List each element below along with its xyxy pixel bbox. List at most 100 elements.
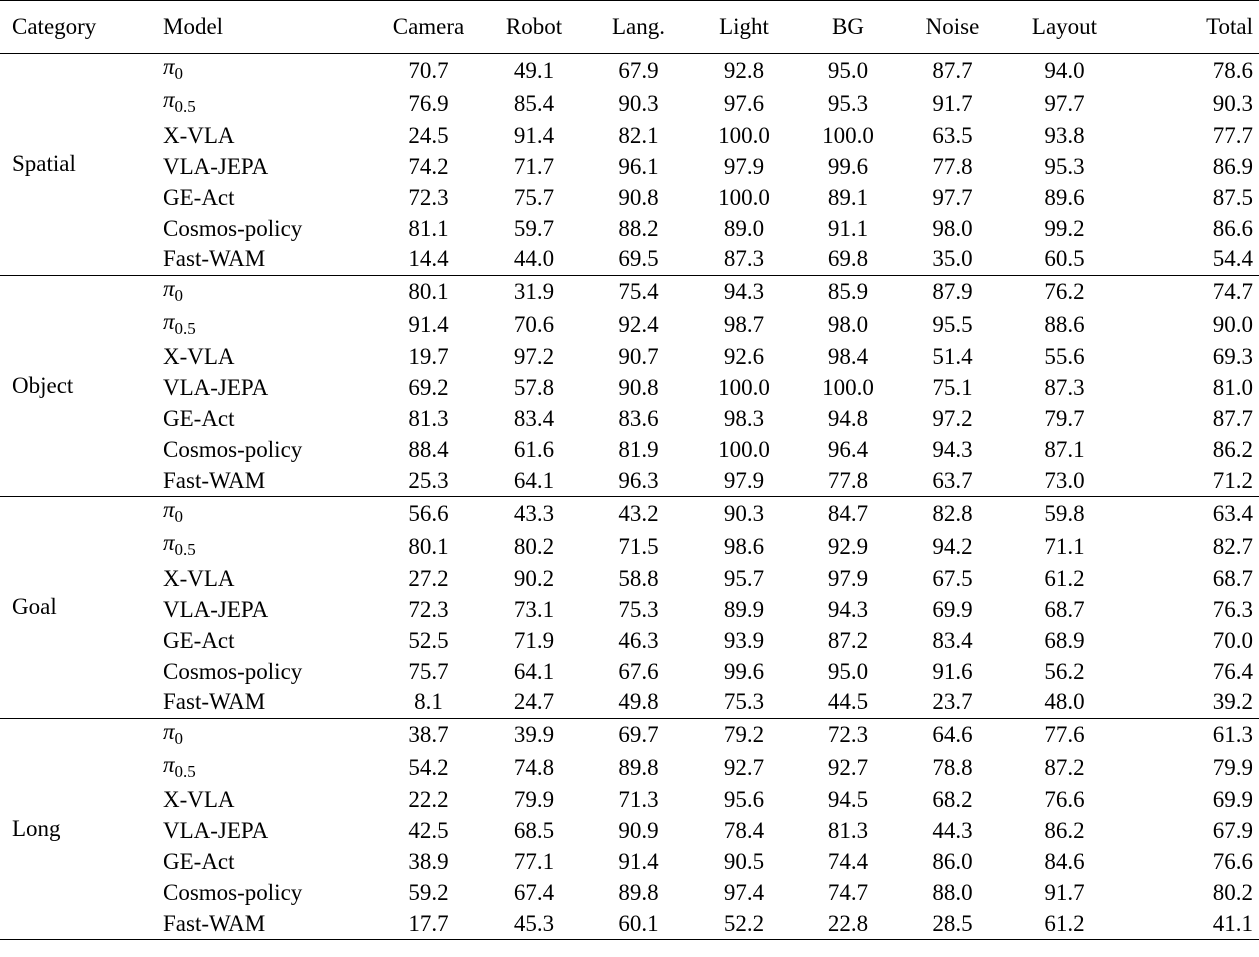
category-cell: Long: [0, 718, 163, 940]
value-cell: 75.3: [618, 596, 659, 622]
value-cell: 76.6: [1044, 787, 1085, 812]
total-cell: 81.0: [1212, 375, 1253, 400]
value-cell: 95.3: [827, 90, 869, 116]
total-cell: 90.0: [1212, 312, 1253, 337]
value-cell: 75.3: [723, 689, 765, 715]
value-cell: 49.8: [618, 689, 659, 715]
value-cell: 75.7: [513, 184, 555, 210]
table-row: Cosmos-policy 59.2 67.4 89.8 97.4 74.7 88.0 91.…: [0, 878, 1259, 909]
value-cell: 43.2: [618, 500, 659, 526]
value-cell: 97.9: [827, 565, 869, 591]
value-cell: 88.2: [618, 215, 659, 241]
value-cell: 82.8: [932, 500, 973, 526]
model-cell: π0.5: [163, 752, 375, 785]
value-cell: 79.9: [513, 787, 555, 812]
value-cell: 90.9: [618, 818, 659, 843]
total-cell: 90.3: [1212, 90, 1253, 116]
value-cell: 92.7: [827, 755, 869, 780]
model-cell: Fast-WAM: [163, 910, 266, 936]
value-cell: 73.0: [1044, 467, 1085, 493]
total-cell: 74.7: [1212, 279, 1253, 304]
value-cell: 61.2: [1044, 565, 1085, 591]
table-row: GE-Act 72.3 75.7 90.8 100.0 89.1 97.7 89.6 87.5: [0, 182, 1259, 213]
total-cell: 69.9: [1212, 787, 1253, 812]
value-cell: 87.2: [1044, 755, 1085, 780]
value-cell: 57.8: [513, 375, 555, 400]
total-cell: 70.0: [1212, 627, 1253, 653]
category-cell: Spatial: [0, 53, 163, 276]
model-cell: GE-Act: [163, 849, 235, 874]
header-row: Category Model Camera Robot Lang. Light …: [0, 0, 1259, 54]
value-cell: 79.7: [1044, 406, 1085, 431]
model-symbol: π: [163, 497, 175, 522]
value-cell: 54.2: [408, 755, 449, 780]
table-row: Fast-WAM 14.4 44.0 69.5 87.3 69.8 35.0 60.5 54.4: [0, 244, 1259, 275]
value-cell: 86.0: [932, 849, 973, 874]
value-cell: 45.3: [513, 910, 555, 936]
value-cell: 77.8: [932, 153, 973, 179]
total-cell: 76.6: [1212, 849, 1253, 874]
value-cell: 51.4: [932, 344, 973, 369]
value-cell: 87.3: [1044, 375, 1085, 400]
value-cell: 94.8: [827, 406, 869, 431]
value-cell: 83.4: [513, 406, 555, 431]
value-cell: 82.1: [618, 122, 659, 148]
model-cell: GE-Act: [163, 184, 235, 210]
model-cell: π0.5: [163, 309, 375, 342]
group-spatial: Spatial π0 70.7 49.1 67.9 92.8 95.0 87.7 94.0 78.…: [0, 53, 1259, 276]
header-light: Light: [719, 14, 769, 39]
value-cell: 68.7: [1044, 596, 1085, 622]
value-cell: 98.4: [827, 344, 869, 369]
value-cell: 92.6: [723, 344, 765, 369]
total-cell: 39.2: [1212, 689, 1253, 715]
total-cell: 63.4: [1212, 500, 1253, 526]
value-cell: 96.4: [827, 437, 869, 462]
model-cell: π0: [163, 718, 375, 752]
value-cell: 96.1: [618, 153, 659, 179]
value-cell: 90.8: [618, 184, 659, 210]
total-cell: 78.6: [1212, 57, 1253, 83]
value-cell: 83.4: [932, 627, 973, 653]
header-layout: Layout: [1031, 14, 1098, 39]
group-goal: Goal π0 56.6 43.3 43.2 90.3 84.7 82.8 59.8 63.4 π0…: [0, 496, 1259, 719]
value-cell: 79.2: [723, 722, 765, 747]
value-cell: 23.7: [932, 689, 973, 715]
value-cell: 78.4: [723, 818, 765, 843]
table-row: VLA-JEPA 42.5 68.5 90.9 78.4 81.3 44.3 86.2 67.9: [0, 816, 1259, 847]
value-cell: 68.2: [932, 787, 973, 812]
total-cell: 76.3: [1212, 596, 1253, 622]
table-row: GE-Act 38.9 77.1 91.4 90.5 74.4 86.0 84.6 76.6: [0, 847, 1259, 878]
value-cell: 95.0: [827, 658, 869, 684]
value-cell: 88.0: [932, 880, 973, 905]
value-cell: 89.8: [618, 880, 659, 905]
model-cell: Cosmos-policy: [163, 215, 303, 241]
value-cell: 25.3: [408, 467, 449, 493]
value-cell: 81.1: [408, 215, 449, 241]
model-cell: Fast-WAM: [163, 689, 266, 715]
table-header: Category Model Camera Robot Lang. Light …: [0, 0, 1259, 54]
value-cell: 24.5: [408, 122, 449, 148]
value-cell: 87.3: [723, 246, 765, 272]
value-cell: 69.8: [827, 246, 869, 272]
value-cell: 90.2: [513, 565, 555, 591]
value-cell: 55.6: [1044, 344, 1085, 369]
value-cell: 75.4: [618, 279, 659, 304]
value-cell: 59.7: [513, 215, 555, 241]
model-cell: GE-Act: [163, 627, 235, 653]
value-cell: 89.6: [1044, 184, 1085, 210]
value-cell: 85.9: [827, 279, 869, 304]
model-cell: VLA-JEPA: [163, 375, 269, 400]
value-cell: 74.7: [827, 880, 869, 905]
value-cell: 75.1: [932, 375, 973, 400]
value-cell: 48.0: [1044, 689, 1085, 715]
model-cell: VLA-JEPA: [163, 818, 269, 843]
table-row: Fast-WAM 8.1 24.7 49.8 75.3 44.5 23.7 48.0 39.2: [0, 687, 1259, 718]
table-row: Cosmos-policy 88.4 61.6 81.9 100.0 96.4 94.3 87…: [0, 435, 1259, 466]
table-row: VLA-JEPA 69.2 57.8 90.8 100.0 100.0 75.1 87.3 81…: [0, 373, 1259, 404]
value-cell: 90.7: [618, 344, 659, 369]
model-cell: π0: [163, 54, 375, 88]
value-cell: 87.7: [932, 57, 973, 83]
value-cell: 75.7: [408, 658, 449, 684]
value-cell: 100.0: [718, 437, 770, 462]
value-cell: 59.8: [1044, 500, 1085, 526]
